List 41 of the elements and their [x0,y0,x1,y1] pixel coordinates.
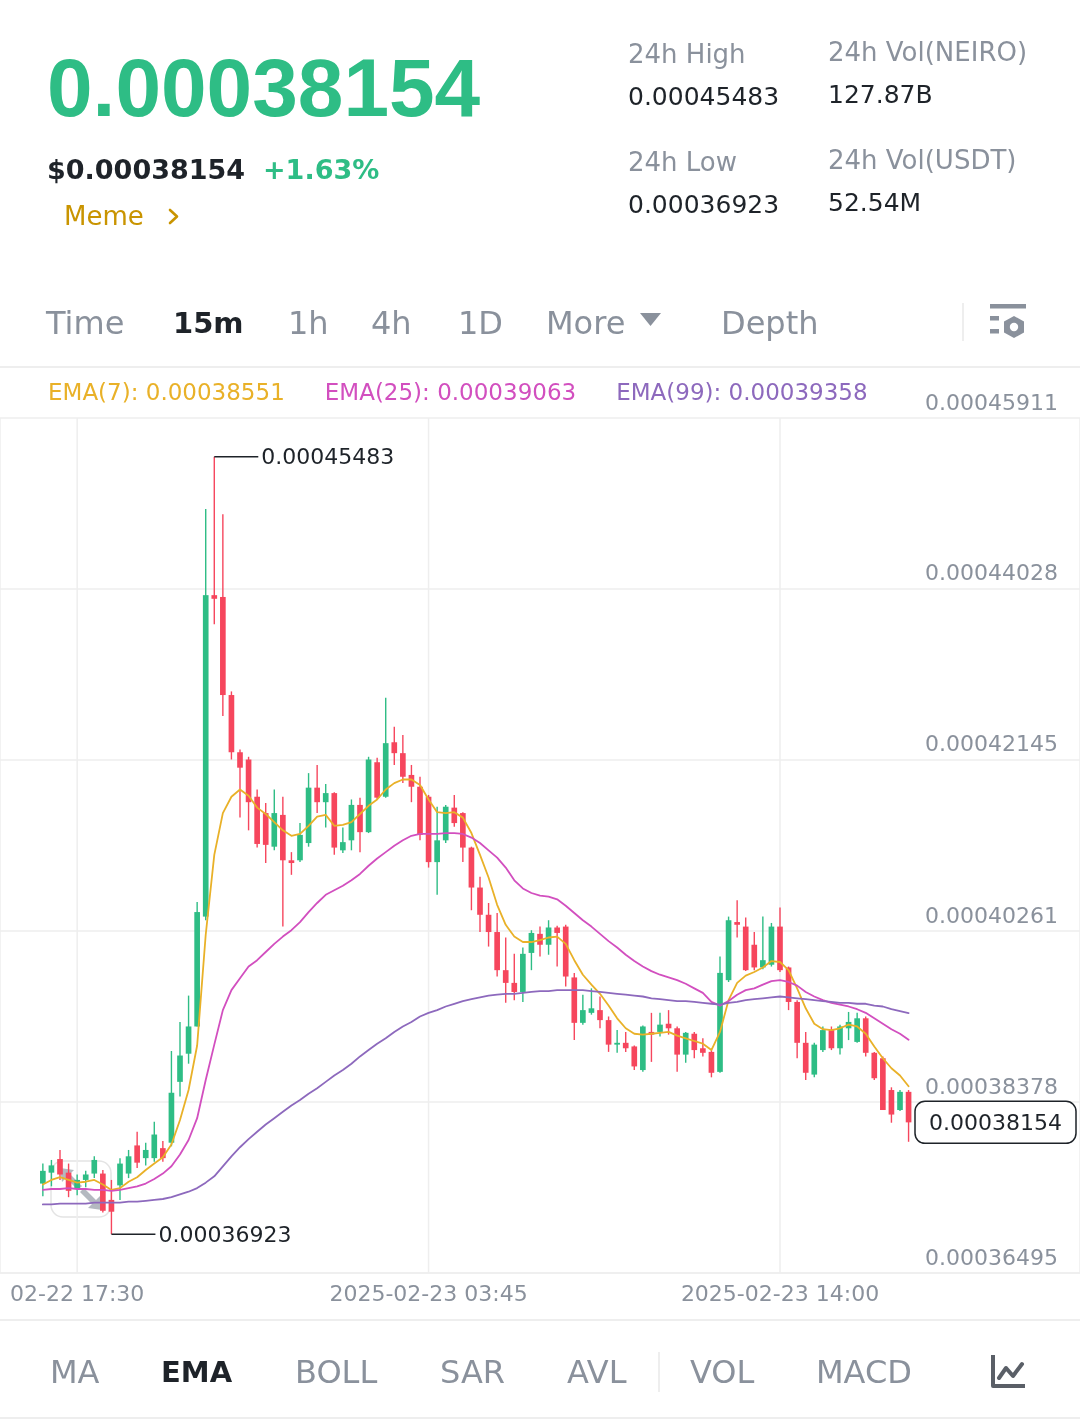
text: 127.87B [828,79,933,109]
text: 0.00045483 [628,81,780,111]
text: 52.54M [828,187,922,217]
text: MACD [816,1353,912,1391]
y-tick-label: 0.00036495 [925,1244,1058,1270]
text: MA [50,1353,100,1391]
x-tick-label: 2025-02-23 03:45 [329,1281,528,1306]
text: EMA(7): 0.00038551 [48,379,285,405]
text: +1.63% [263,153,380,185]
text: 24h Vol(USDT) [828,145,1017,175]
text: 0.00036923 [628,189,780,219]
y-tick-label: 0.00045911 [925,389,1058,415]
y-tick-label: 0.00044028 [925,560,1058,586]
text: 0.00038154 [47,42,481,133]
annotation: 0.00036923 [158,1221,292,1247]
text: BOLL [295,1353,378,1391]
text: EMA [161,1354,233,1389]
text: 24h Vol(NEIRO) [828,37,1028,67]
text: 1h [288,304,329,342]
text: More [546,304,626,342]
text: Depth [721,304,819,342]
chart-subtitle: $0.00038154 [47,153,246,185]
y-tick-label: 0.00040261 [925,902,1058,928]
x-tick-label: 02-22 17:30 [9,1281,145,1306]
text: Meme [64,201,144,231]
y-tick-label: 0.00038378 [925,1073,1058,1099]
text: EMA(99): 0.00039358 [616,379,868,405]
text: 0.00038154 [929,1109,1062,1135]
text: 4h [371,304,412,342]
text: Time [46,304,125,342]
annotation: 0.00045483 [261,444,395,470]
text: VOL [690,1353,755,1391]
text: 24h Low [628,147,738,177]
text: EMA(25): 0.00039063 [324,379,577,405]
text: SAR [440,1353,506,1391]
text: 1D [458,304,503,342]
x-tick-label: 2025-02-23 14:00 [680,1281,880,1306]
text: AVL [567,1353,627,1391]
text: 15m [173,305,244,340]
text: 24h High [628,39,746,69]
y-tick-label: 0.00042145 [925,731,1058,757]
